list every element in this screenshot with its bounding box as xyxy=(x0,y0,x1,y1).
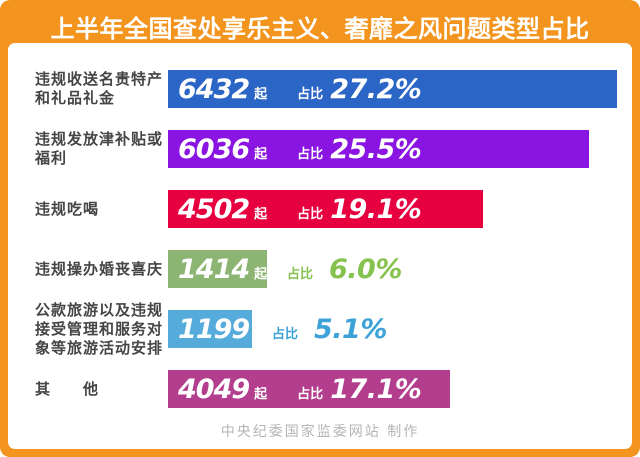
count-value: 4502 xyxy=(178,193,250,225)
category-label: 公款旅游以及违规 接受管理和服务对 象等旅游活动安排 xyxy=(35,300,164,357)
value-bar: 1414 起 xyxy=(168,250,267,288)
category-label: 违规收送名贵特产 和礼品礼金 xyxy=(35,70,164,107)
count-unit: 起 xyxy=(254,206,268,222)
value-bar: 4049 起 占比 17.1% xyxy=(168,370,450,408)
ratio-label: 占比 xyxy=(297,386,324,402)
chart-rows: 违规收送名贵特产 和礼品礼金 6432 起占比 27.2% 违规发放津补贴或 福利 6036 起… xyxy=(8,43,632,408)
value-bar: 4502 起 占比 19.1% xyxy=(168,190,483,228)
count-value: 1199 xyxy=(178,313,250,345)
percent-value: 25.5% xyxy=(330,133,422,165)
count-value: 4049 xyxy=(178,373,250,405)
chart-row: 公款旅游以及违规 接受管理和服务对 象等旅游活动安排 1199 起占比 5.1% xyxy=(8,301,632,357)
category-label: 违规吃喝 xyxy=(35,199,100,218)
bar-text: 1414 起 xyxy=(178,254,267,285)
percent-value: 19.1% xyxy=(330,193,422,225)
value-bar: 6036 起 占比 25.5% xyxy=(168,130,589,168)
chart-row: 违规发放津补贴或 福利 6036 起 占比 25.5% xyxy=(8,130,632,168)
bar-text: 4049 起 占比 17.1% xyxy=(178,373,422,405)
count-unit: 起 xyxy=(254,386,268,402)
value-bar: 1199 起 xyxy=(168,310,267,348)
bar-text: 6036 起 占比 25.5% xyxy=(178,133,422,165)
chart-row: 违规吃喝 4502 起 占比 19.1% xyxy=(8,190,632,228)
category-label: 违规操办婚丧喜庆 xyxy=(35,259,164,278)
ratio-outside: 占比 5.1% xyxy=(272,314,387,345)
percent-value: 27.2% xyxy=(330,73,422,105)
count-unit: 起 xyxy=(254,86,268,102)
ratio-label: 占比 xyxy=(272,326,299,342)
ratio-outside: 占比 6.0% xyxy=(287,254,402,285)
percent-value: 6.0% xyxy=(329,253,402,285)
chart-row: 其 他 4049 起 占比 17.1% xyxy=(8,370,632,408)
ratio-label: 占比 xyxy=(297,146,324,162)
bar-text: 1199 起 xyxy=(178,314,267,345)
count-value: 1414 xyxy=(178,253,250,285)
chart-row: 违规收送名贵特产 和礼品礼金 6432 起 占比 27.2% xyxy=(8,70,632,108)
footer-credit: 中央纪委国家监委网站 制作 xyxy=(220,424,420,440)
bar-text: 4502 起 占比 19.1% xyxy=(178,193,422,225)
ratio-label: 占比 xyxy=(287,266,314,282)
percent-value: 5.1% xyxy=(314,313,387,345)
ratio-label: 占比 xyxy=(297,86,324,102)
page-title: 上半年全国查处享乐主义、奢靡之风问题类型占比 xyxy=(50,15,590,43)
count-unit: 起 xyxy=(254,146,268,162)
value-bar: 6432 起 占比 27.2% xyxy=(168,70,617,108)
percent-value: 17.1% xyxy=(330,373,422,405)
count-unit: 起 xyxy=(254,266,268,282)
bar-text: 6432 起 占比 27.2% xyxy=(178,73,422,105)
ratio-label: 占比 xyxy=(297,206,324,222)
count-value: 6432 xyxy=(178,73,250,105)
chart-panel: 违规收送名贵特产 和礼品礼金 6432 起占比 27.2% 违规发放津补贴或 福利 6036 起… xyxy=(8,43,632,449)
chart-row: 违规操办婚丧喜庆 1414 起 占比 6.0% xyxy=(8,250,632,288)
count-unit: 起 xyxy=(254,326,268,342)
count-value: 6036 xyxy=(178,133,250,165)
category-label: 违规发放津补贴或 福利 xyxy=(35,130,164,167)
category-label: 其 他 xyxy=(35,379,100,398)
